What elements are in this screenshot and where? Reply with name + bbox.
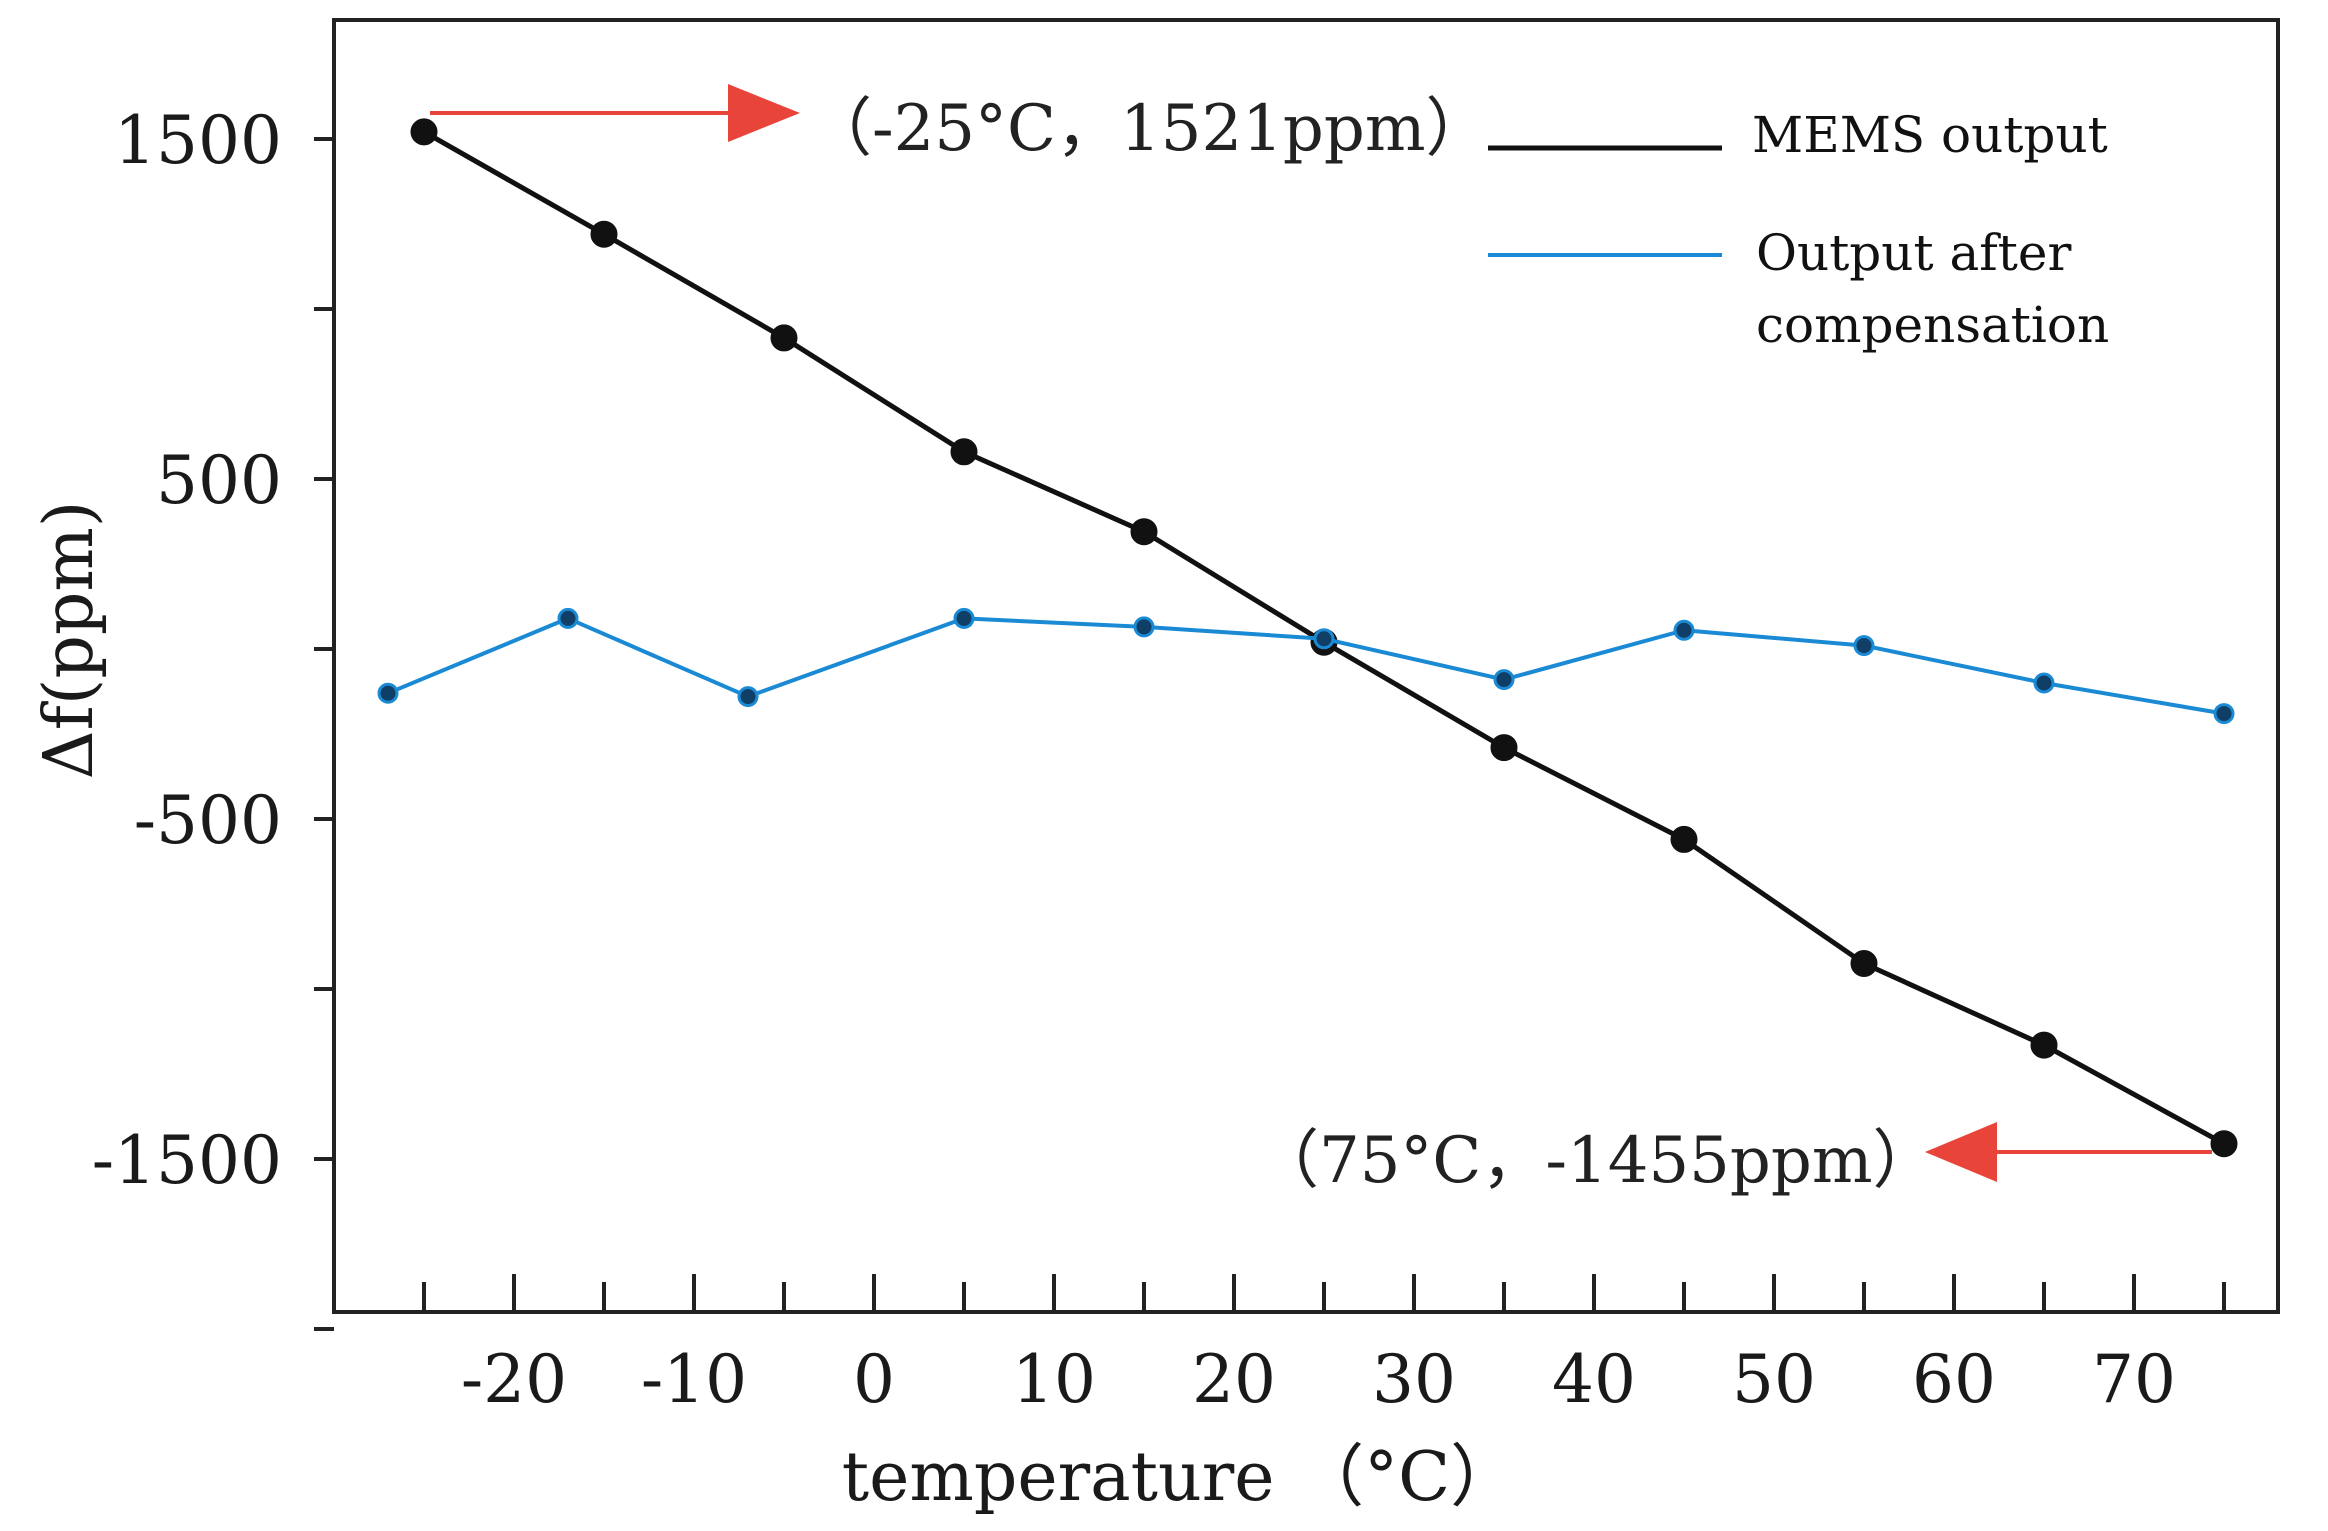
data-point-mems [1130,518,1158,546]
plot-frame [332,18,2280,1314]
x-ticks: -20 -10 0 10 20 30 40 50 60 70 [422,1274,2226,1418]
x-tick-label: 50 [1732,1341,1816,1418]
data-point-compensated [1493,669,1515,691]
x-tick-label: -10 [641,1341,747,1418]
legend-label-compensated-line2: compensation [1756,296,2109,354]
data-point-compensated [1853,635,1875,657]
data-point-compensated [953,607,975,629]
legend-label-mems: MEMS output [1752,106,2108,164]
x-tick-label: -20 [461,1341,567,1418]
annotation-bottom-label: （75°C，-1455ppm） [1255,1124,1937,1198]
annotation-top-label: （-25°C，1521ppm） [808,92,1490,166]
y-tick-label: -1500 [92,1122,282,1199]
data-point-compensated [2033,672,2055,694]
data-point-compensated [557,607,579,629]
x-axis-title: temperature （°C） [842,1438,1518,1517]
y-tick-label: 500 [156,442,282,519]
x-tick-label: 10 [1012,1341,1096,1418]
y-tick-label: -500 [134,782,282,859]
y-axis-title: Δf(ppm) [30,501,109,780]
data-point-mems [1670,825,1698,853]
annotation-top-arrow-head [728,84,800,142]
x-tick-label: 20 [1192,1341,1276,1418]
data-point-mems [2030,1031,2058,1059]
x-tick-label: 70 [2092,1341,2176,1418]
legend-label-compensated: Output after compensation [1756,224,2109,354]
data-point-mems [950,438,978,466]
legend-label-compensated-line1: Output after [1756,224,2071,282]
x-tick-label: 30 [1372,1341,1456,1418]
annotation-top: （-25°C，1521ppm） [430,84,1490,166]
data-point-compensated [2213,703,2235,725]
data-point-compensated [377,682,399,704]
x-tick-label: 60 [1912,1341,1996,1418]
y-ticks: 1500 500 -500 -1500 [92,102,334,1331]
y-tick-label: 1500 [114,102,282,179]
data-point-compensated [737,686,759,708]
data-point-mems [1850,950,1878,977]
data-point-compensated [1673,619,1695,641]
data-point-mems [1490,734,1518,762]
x-tick-label: 0 [853,1341,895,1418]
x-tick-label: 40 [1552,1341,1636,1418]
data-point-mems [410,118,438,146]
annotation-bottom: （75°C，-1455ppm） [1255,1122,2212,1198]
data-point-mems [590,220,618,248]
data-point-compensated [1133,616,1155,638]
annotation-bottom-arrow-head [1925,1122,1997,1182]
data-point-compensated [1313,628,1335,650]
series-layer [377,118,2238,1158]
legend: MEMS output Output after compensation [1488,106,2109,354]
data-point-mems [770,324,798,352]
data-point-mems [2210,1130,2238,1158]
